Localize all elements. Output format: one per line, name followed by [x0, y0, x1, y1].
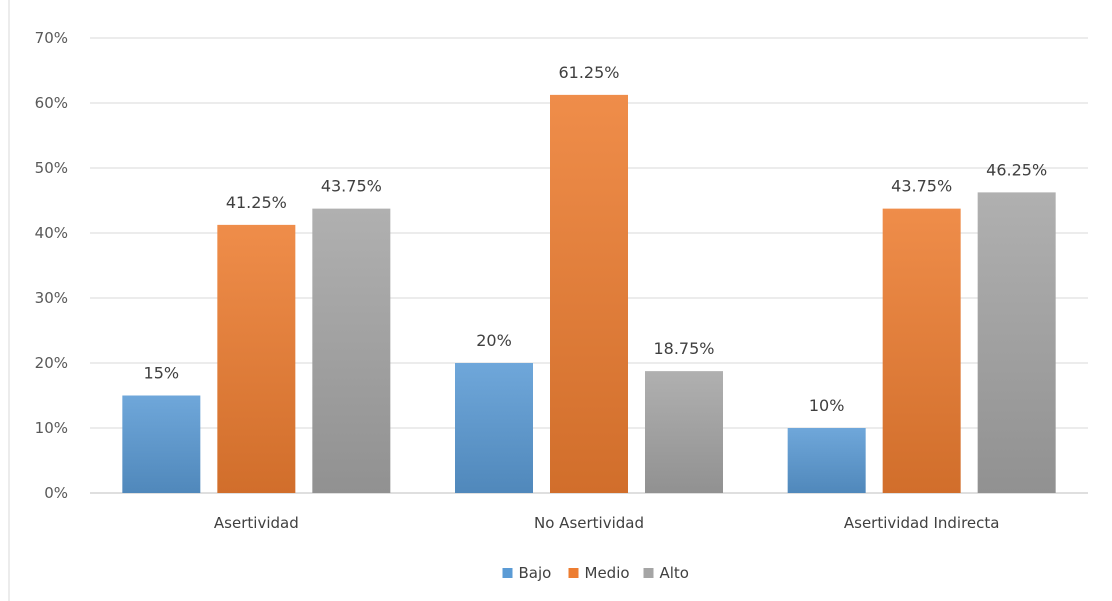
category-label: Asertividad	[214, 514, 299, 532]
bar-medio	[550, 94, 628, 493]
data-label: 46.25%	[986, 160, 1047, 179]
legend-label: Alto	[660, 564, 690, 582]
legend: Bajo Medio Alto	[502, 564, 690, 582]
y-tick-label: 10%	[35, 419, 68, 437]
bar-medio	[882, 208, 961, 493]
legend-swatch-bajo	[502, 568, 513, 578]
bar-alto	[645, 371, 723, 493]
data-label: 20%	[476, 331, 512, 350]
x-axis-categories: Asertividad No Asertividad Asertividad Ind…	[214, 514, 1000, 532]
y-tick-label: 40%	[35, 224, 68, 242]
legend-swatch-alto	[643, 568, 654, 578]
data-label: 10%	[809, 396, 845, 415]
data-label: 43.75%	[891, 177, 952, 196]
data-label: 18.75%	[653, 339, 714, 358]
data-label: 15%	[144, 364, 180, 383]
y-tick-label: 0%	[44, 484, 68, 502]
y-tick-label: 50%	[35, 159, 68, 177]
data-labels: 15% 41.25% 43.75% 20% 61.25% 18.75% 10% 43.75% 4…	[144, 63, 1048, 415]
category-label: Asertividad Indirecta	[844, 514, 1000, 532]
legend-swatch-medio	[568, 568, 579, 578]
data-label: 43.75%	[321, 177, 382, 196]
y-tick-label: 20%	[35, 354, 68, 372]
y-axis-ticks: 0% 10% 20% 30% 40% 50% 60% 70%	[35, 29, 68, 502]
data-label: 41.25%	[226, 193, 287, 212]
bar-alto	[977, 192, 1056, 493]
category-label: No Asertividad	[534, 514, 644, 532]
y-tick-label: 60%	[35, 94, 68, 112]
bar-bajo	[455, 363, 533, 493]
bars	[122, 94, 1056, 493]
bar-medio	[217, 224, 296, 493]
bar-bajo	[787, 428, 866, 493]
data-label: 61.25%	[558, 63, 619, 82]
legend-label: Medio	[585, 564, 630, 582]
y-tick-label: 30%	[35, 289, 68, 307]
bar-bajo	[122, 395, 201, 493]
legend-label: Bajo	[519, 564, 552, 582]
bar-alto	[312, 208, 391, 493]
y-tick-label: 70%	[35, 29, 68, 47]
